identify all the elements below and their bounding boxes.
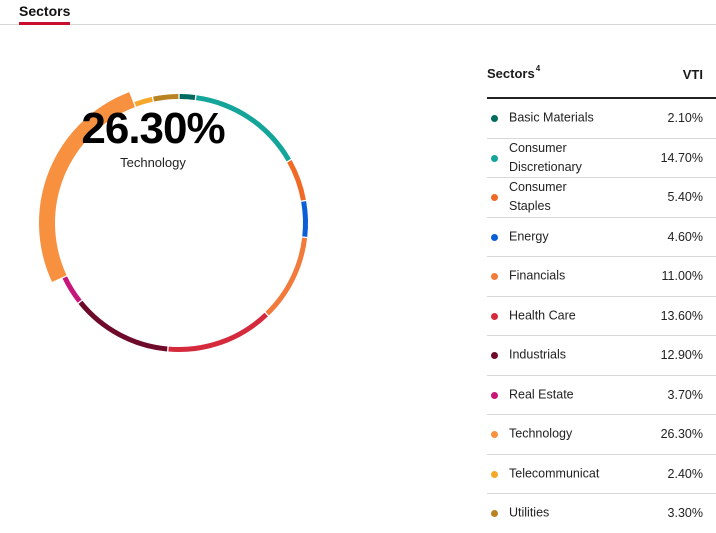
donut-segment-telecommunicat[interactable] <box>134 96 153 107</box>
legend-dot <box>491 154 498 162</box>
tab-sectors[interactable]: Sectors <box>19 3 71 25</box>
legend-dot <box>491 470 498 478</box>
sector-weight: 14.70% <box>660 150 703 165</box>
sector-name: Utilities <box>509 505 550 520</box>
table-row: Health Care 13.60% <box>487 297 716 336</box>
sector-donut-chart <box>34 78 324 368</box>
sector-name: Energy <box>509 229 549 244</box>
table-row: Real Estate 3.70% <box>487 376 716 415</box>
sector-name: Real Estate <box>509 387 574 402</box>
donut-segment-financials[interactable] <box>265 237 308 316</box>
sector-weight: 3.70% <box>667 387 703 402</box>
legend-dot <box>491 194 498 201</box>
donut-segment-health-care[interactable] <box>168 312 268 352</box>
table-row: Consumer Discretionary 14.70% <box>487 139 716 178</box>
donut-segment-industrials[interactable] <box>78 300 168 352</box>
table-row: Basic Materials 2.10% <box>487 99 716 139</box>
table-row: Consumer Staples 5.40% <box>487 178 716 218</box>
legend-dot <box>491 273 498 280</box>
table-row: Industrials 12.90% <box>487 336 716 376</box>
donut-segment-technology[interactable] <box>38 92 135 282</box>
sector-name: Basic Materials <box>509 110 594 125</box>
header-sectors-label: Sectors <box>487 66 535 81</box>
legend-dot <box>491 510 498 517</box>
sector-name: Financials <box>509 268 566 283</box>
table-row: Technology 26.30% <box>487 415 716 455</box>
table-body: Basic Materials 2.10% Consumer Discretiona… <box>487 99 716 533</box>
legend-dot <box>491 233 498 241</box>
donut-segment-real-estate[interactable] <box>62 276 82 303</box>
legend-dot <box>491 431 498 438</box>
donut-center-value: 26.30% <box>81 104 225 153</box>
donut-segment-basic-materials[interactable] <box>179 94 196 100</box>
donut-svg <box>38 92 308 352</box>
table-row: Telecommunicat 2.40% <box>487 455 716 494</box>
sector-weight: 12.90% <box>660 348 703 363</box>
legend-dot <box>491 312 498 320</box>
sector-name: Technology <box>509 426 573 441</box>
donut-segment-utilities[interactable] <box>153 94 179 102</box>
header-footnote[interactable]: 4 <box>535 64 541 73</box>
table-row: Utilities 3.30% <box>487 494 716 533</box>
table-header: Sectors4 VTI <box>487 58 716 99</box>
sector-name: Industrials <box>509 347 566 362</box>
tab-bar: Sectors <box>0 0 716 25</box>
table-row: Energy 4.60% <box>487 218 716 257</box>
legend-dot <box>491 115 498 122</box>
donut-segment-consumer-discretionary[interactable] <box>195 95 291 162</box>
sector-weight: 3.30% <box>667 506 703 521</box>
sector-weight: 2.10% <box>667 111 703 126</box>
sector-weight: 2.40% <box>667 466 703 481</box>
sector-name: Consumer Staples <box>509 180 567 214</box>
header-sectors: Sectors4 <box>487 64 541 81</box>
donut-segment-energy[interactable] <box>301 201 308 237</box>
table-row: Financials 11.00% <box>487 257 716 297</box>
donut-center-label: Technology <box>120 155 186 170</box>
legend-dot <box>491 391 498 399</box>
sector-name: Health Care <box>509 308 576 323</box>
sector-name: Telecommunicat <box>509 466 600 481</box>
header-vti: VTI <box>682 67 703 82</box>
sector-weight: 13.60% <box>660 308 703 323</box>
sector-name: Consumer Discretionary <box>509 140 582 174</box>
sector-weight: 26.30% <box>660 427 703 442</box>
sector-weight: 11.00% <box>661 269 703 284</box>
sector-weight: 5.40% <box>667 190 703 205</box>
legend-dot <box>491 352 498 359</box>
sector-weight: 4.60% <box>667 229 703 244</box>
sectors-table: Sectors4 VTI Basic Materials 2.10% Consume… <box>487 58 716 533</box>
donut-segment-consumer-staples[interactable] <box>287 160 306 201</box>
